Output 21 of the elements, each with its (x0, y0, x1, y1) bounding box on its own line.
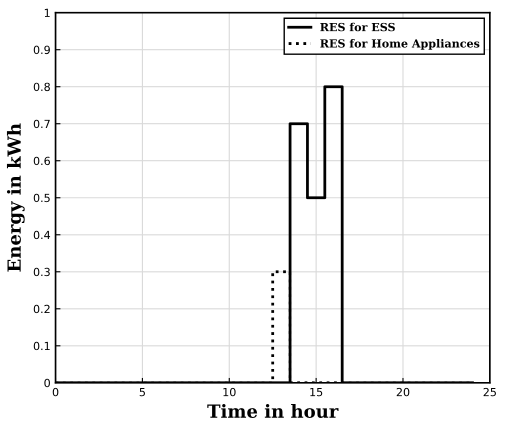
y-tick-label: 0.2 (34, 304, 50, 314)
x-tick-label: 5 (140, 388, 145, 396)
y-tick-label: 1 (44, 8, 50, 17)
y-tick-label: 0.8 (34, 82, 50, 92)
y-tick-label: 0.5 (34, 194, 50, 202)
x-tick-label: 0 (52, 388, 58, 396)
x-tick-label: 10 (223, 388, 236, 396)
legend-label: RES for Home Appliances (320, 39, 480, 50)
x-tick-label: 15 (310, 388, 322, 396)
legend-label: RES for ESS (320, 22, 395, 32)
y-tick-label: 0.1 (34, 342, 50, 350)
x-tick-label: 20 (396, 388, 410, 396)
y-tick-label: 0.4 (34, 230, 50, 240)
y-tick-label: 0.6 (34, 156, 50, 166)
y-tick-label: 0.9 (34, 46, 50, 54)
x-tick-label: 25 (484, 388, 496, 396)
y-axis-title: Energy in kWh (6, 123, 25, 272)
y-tick-label: 0.3 (34, 268, 50, 276)
x-axis-title: Time in hour (207, 404, 339, 418)
y-tick-label: 0.7 (34, 120, 50, 128)
y-tick-label: 0 (44, 378, 50, 388)
